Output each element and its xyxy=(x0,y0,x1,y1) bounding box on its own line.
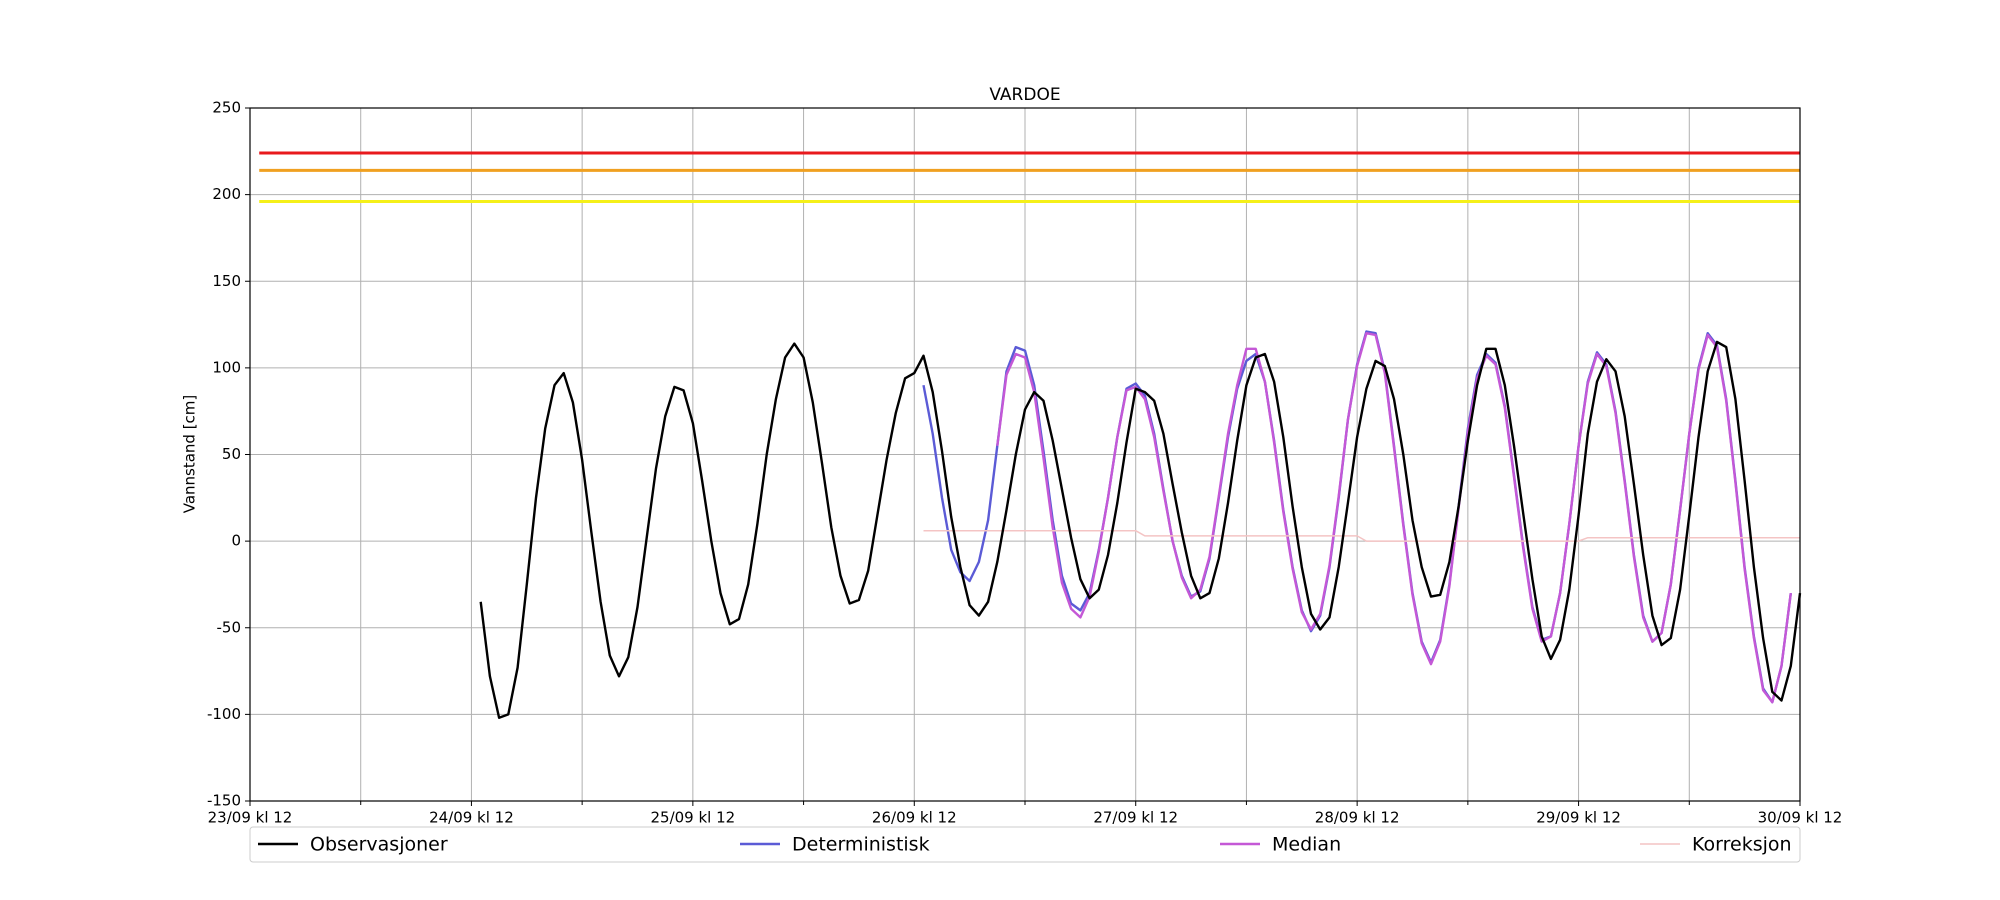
y-tick-label: 50 xyxy=(222,445,241,463)
y-tick-label: 200 xyxy=(212,185,241,203)
y-tick-label: 100 xyxy=(212,358,241,376)
x-tick-label: 29/09 kl 12 xyxy=(1536,809,1621,827)
y-tick-label: 150 xyxy=(212,272,241,290)
y-tick-label: 0 xyxy=(231,532,241,550)
y-axis-label: Vannstand [cm] xyxy=(181,395,199,514)
x-tick-label: 23/09 kl 12 xyxy=(208,809,293,827)
x-tick-label: 27/09 kl 12 xyxy=(1093,809,1178,827)
y-tick-label: -50 xyxy=(217,618,242,636)
x-tick-label: 30/09 kl 12 xyxy=(1758,809,1843,827)
legend-box xyxy=(249,826,1801,863)
x-tick-label: 24/09 kl 12 xyxy=(429,809,514,827)
legend-label: Deterministisk xyxy=(792,834,930,856)
series-line xyxy=(479,340,1802,719)
axes-frame xyxy=(249,107,1801,802)
legend-label: Korreksjon xyxy=(1692,834,1792,856)
x-tick-label: 28/09 kl 12 xyxy=(1315,809,1400,827)
legend-label: Median xyxy=(1272,834,1341,856)
y-tick-label: 250 xyxy=(212,99,241,117)
chart-title: VARDOE xyxy=(989,85,1060,105)
x-tick-label: 25/09 kl 12 xyxy=(650,809,735,827)
legend-label: Observasjoner xyxy=(310,834,448,856)
x-tick-label: 26/09 kl 12 xyxy=(872,809,957,827)
series-line xyxy=(996,332,1792,704)
y-tick-label: -150 xyxy=(207,792,241,810)
y-tick-label: -100 xyxy=(207,705,241,723)
series-line xyxy=(923,529,1800,542)
